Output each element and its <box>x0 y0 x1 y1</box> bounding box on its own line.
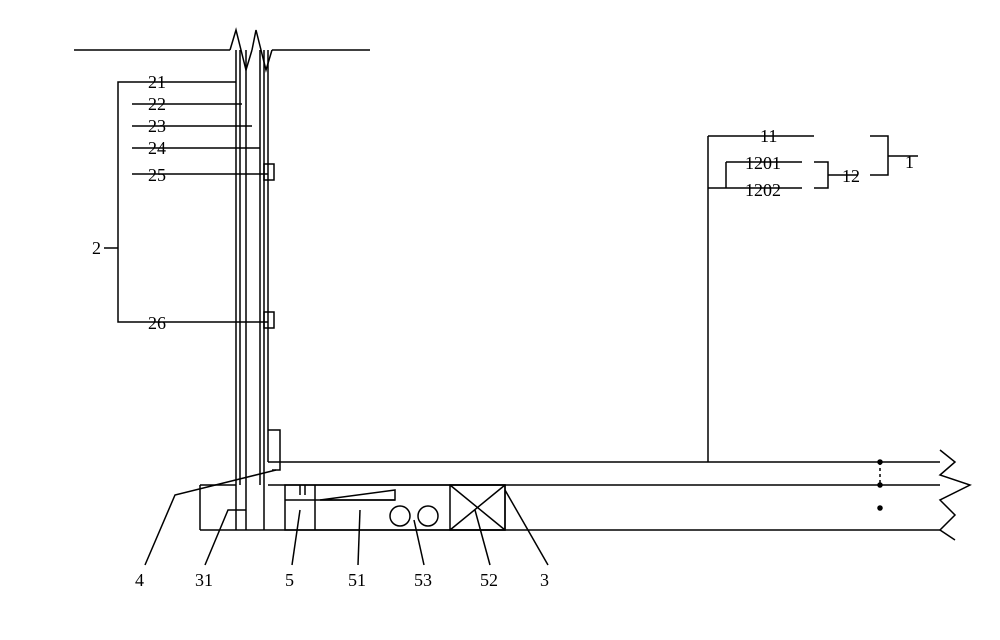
label-31: 31 <box>195 570 213 591</box>
label-1202: 1202 <box>745 180 781 201</box>
label-4: 4 <box>135 570 144 591</box>
label-11: 11 <box>760 126 777 147</box>
label-12: 12 <box>842 166 860 187</box>
label-3: 3 <box>540 570 549 591</box>
label-51: 51 <box>348 570 366 591</box>
label-52: 52 <box>480 570 498 591</box>
label-25: 25 <box>148 165 166 186</box>
label-24: 24 <box>148 138 166 159</box>
label-53: 53 <box>414 570 432 591</box>
label-21: 21 <box>148 72 166 93</box>
label-1201: 1201 <box>745 153 781 174</box>
label-22: 22 <box>148 94 166 115</box>
label-23: 23 <box>148 116 166 137</box>
label-26: 26 <box>148 313 166 334</box>
label-2: 2 <box>92 238 101 259</box>
label-1: 1 <box>905 152 914 173</box>
label-5: 5 <box>285 570 294 591</box>
